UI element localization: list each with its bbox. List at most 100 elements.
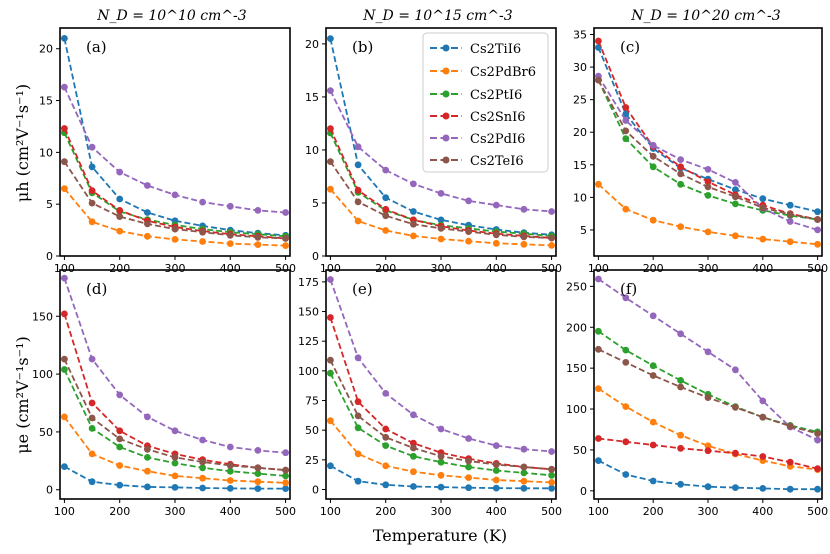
data-point: [492, 461, 500, 468]
data-point: [226, 462, 234, 469]
data-point: [282, 235, 289, 242]
y-tick-label: 50: [305, 424, 319, 437]
data-point: [116, 481, 124, 489]
data-point: [226, 202, 234, 210]
legend-entry: Cs2SnI6: [430, 110, 526, 125]
data-point: [61, 366, 68, 373]
y-tick-label: 20: [39, 43, 53, 56]
y-tick-label: 5: [312, 197, 319, 210]
data-point: [410, 452, 417, 460]
legend-marker: [442, 134, 450, 142]
data-point: [226, 467, 234, 475]
data-point: [88, 414, 96, 422]
data-point: [116, 427, 124, 435]
data-point: [282, 472, 289, 480]
y-tick-label: 5: [580, 224, 587, 237]
y-tick-label: 15: [39, 95, 53, 108]
data-point: [649, 216, 657, 224]
data-point: [465, 228, 472, 236]
data-point: [520, 469, 528, 477]
x-tick-label: 100: [320, 262, 341, 275]
y-tick-label: 20: [573, 126, 587, 139]
data-point: [171, 484, 179, 491]
panel-3: 100 200 300 400 500 5 10 15 20 25 30 35 (c): [573, 27, 828, 275]
data-point: [548, 465, 555, 473]
y-tick-label: 150: [566, 362, 587, 375]
data-point: [704, 394, 712, 401]
data-point: [144, 445, 151, 453]
data-point: [649, 477, 657, 485]
data-point: [226, 231, 234, 239]
data-point: [354, 354, 362, 362]
data-point: [649, 362, 657, 370]
data-point: [649, 141, 657, 149]
series-line: [63, 38, 286, 237]
x-tick-label: 400: [220, 505, 241, 518]
data-point: [465, 197, 472, 205]
data-point: [677, 163, 684, 171]
data-point: [226, 485, 234, 492]
y-axis-label-top: μh (cm²V⁻¹s⁻¹): [13, 84, 32, 202]
data-point: [282, 485, 289, 492]
data-point: [88, 355, 96, 363]
data-point: [61, 310, 68, 318]
data-point: [704, 192, 712, 199]
data-point: [282, 242, 289, 250]
data-point: [354, 424, 362, 432]
data-point: [814, 465, 821, 473]
data-point: [548, 234, 555, 242]
legend-label: Cs2PdBr6: [470, 65, 536, 80]
data-point: [622, 403, 630, 410]
data-point: [622, 471, 630, 478]
data-point: [786, 201, 794, 209]
y-tick-label: 25: [573, 94, 587, 107]
series-line: [63, 313, 286, 471]
data-point: [465, 463, 472, 471]
data-point: [327, 276, 334, 283]
data-point: [88, 218, 96, 226]
y-tick-label: 20: [305, 38, 319, 51]
data-point: [622, 359, 630, 366]
panel-label: (a): [86, 38, 107, 56]
legend-entry: Cs2PdBr6: [430, 65, 536, 80]
data-point: [327, 125, 334, 133]
data-point: [595, 37, 602, 45]
data-point: [704, 183, 712, 191]
data-point: [382, 442, 390, 449]
y-tick-label: 150: [32, 310, 53, 323]
data-point: [520, 205, 528, 213]
data-point: [649, 312, 657, 320]
data-point: [649, 163, 657, 171]
data-point: [732, 366, 739, 374]
data-point: [492, 442, 500, 449]
data-point: [677, 170, 684, 178]
data-point: [732, 186, 739, 194]
series-line: [63, 128, 286, 240]
data-point: [492, 201, 500, 209]
data-point: [732, 193, 739, 201]
data-point: [814, 485, 821, 493]
data-point: [759, 235, 767, 243]
data-point: [116, 227, 124, 235]
data-point: [677, 156, 684, 164]
y-tick-label: 250: [566, 280, 587, 293]
data-point: [704, 447, 712, 455]
x-tick-label: 200: [375, 505, 396, 518]
legend-entry: Cs2PdI6: [430, 132, 525, 147]
data-point: [465, 474, 472, 481]
x-tick-label: 200: [375, 262, 396, 275]
data-point: [410, 483, 417, 490]
data-point: [254, 464, 262, 472]
data-point: [649, 418, 657, 426]
series-line: [597, 47, 818, 213]
data-point: [354, 450, 362, 458]
y-tick-label: 10: [305, 144, 319, 157]
data-point: [382, 166, 390, 174]
data-point: [199, 464, 207, 472]
panel-2: 100 200 300 400 500 0 5 10 15 20 (b): [305, 27, 562, 275]
legend-marker: [442, 90, 450, 98]
data-point: [254, 241, 262, 249]
data-point: [704, 166, 712, 173]
data-point: [465, 484, 472, 492]
y-axis-label-bottom: μe (cm²V⁻¹s⁻¹): [13, 336, 32, 453]
